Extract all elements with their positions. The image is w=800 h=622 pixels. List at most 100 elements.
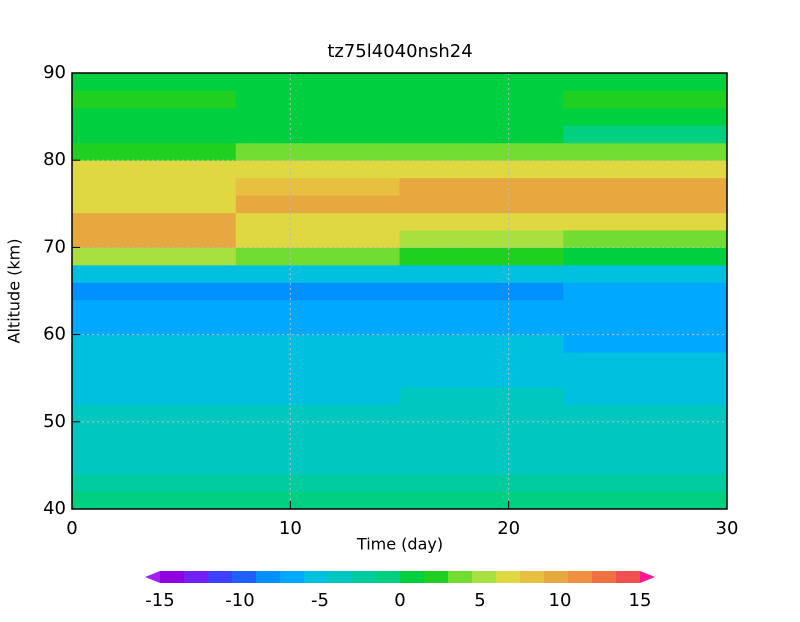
contour-cell (399, 352, 564, 370)
contour-cell (235, 421, 400, 440)
contour-cell (399, 107, 564, 126)
contour-cell (235, 439, 400, 458)
colorbar-box (544, 571, 569, 583)
contour-cell (399, 439, 564, 458)
contour-cell (72, 386, 237, 405)
colorbar-arrow-high (640, 571, 655, 583)
contour-cell (563, 404, 728, 423)
contour-cell (399, 334, 564, 353)
contour-cell (235, 282, 400, 301)
colorbar-box (184, 571, 209, 583)
colorbar-tick-label: 0 (394, 590, 405, 611)
colorbar-box (328, 571, 353, 583)
contour-cell (563, 317, 728, 336)
colorbar-tick-label: -10 (225, 590, 254, 611)
colorbar-box (208, 571, 233, 583)
plot-frame (71, 72, 728, 510)
contour-cell (563, 386, 728, 405)
contour-cell (72, 177, 237, 196)
contour-cell (399, 421, 564, 440)
contour-cell (563, 264, 728, 283)
contour-cell (399, 264, 564, 283)
contour-cell (72, 212, 237, 231)
contour-cell (235, 90, 400, 109)
x-tick-label: 20 (497, 518, 520, 539)
colorbar-box (592, 571, 617, 583)
contour-cell (399, 160, 564, 179)
colorbar-arrow-low (145, 571, 160, 583)
colorbar-box (400, 571, 425, 583)
contour-cell (235, 212, 400, 231)
colorbar-box (232, 571, 257, 583)
y-tick-label: 70 (43, 236, 66, 257)
contour-cell (72, 229, 237, 248)
colorbar-box (256, 571, 281, 583)
contour-cell (399, 177, 564, 196)
y-tick-label: 80 (43, 149, 66, 170)
colorbar-box (352, 571, 377, 583)
contour-cell (235, 317, 400, 336)
contour-cell (72, 474, 237, 493)
contour-cell (72, 334, 237, 353)
contour-cell (563, 439, 728, 458)
contour-cell (72, 299, 237, 318)
contour-cell (563, 369, 728, 388)
contour-cell (72, 439, 237, 458)
contour-cell (399, 247, 564, 266)
contour-cell (399, 125, 564, 144)
contour-cell (235, 125, 400, 144)
x-tick-label: 30 (716, 518, 739, 539)
colorbar-box (448, 571, 473, 583)
contour-cell (72, 160, 237, 179)
colorbar-tick-label: 5 (474, 590, 485, 611)
contour-cell (235, 474, 400, 493)
colorbar-box (496, 571, 521, 583)
contour-cell (399, 299, 564, 318)
contour-cell (399, 474, 564, 493)
contour-cell (563, 73, 728, 91)
x-axis-label: Time (day) (356, 535, 443, 554)
contour-cell (72, 456, 237, 475)
x-tick-label: 10 (279, 518, 302, 539)
contour-cell (399, 212, 564, 231)
colorbar-tick-label: 10 (549, 590, 572, 611)
contour-cell (563, 177, 728, 196)
contour-cell (235, 264, 400, 283)
contour-cell (399, 73, 564, 91)
y-tick-label: 90 (43, 62, 66, 83)
contour-cell (235, 177, 400, 196)
contour-cell (563, 212, 728, 231)
contour-cell (399, 142, 564, 161)
contour-cell (235, 299, 400, 318)
contour-cell (235, 369, 400, 388)
contour-cell (235, 334, 400, 353)
contour-cell (72, 142, 237, 161)
colorbar-box (616, 571, 641, 583)
contour-cell (235, 247, 400, 266)
contour-cell (235, 195, 400, 214)
contour-cell (235, 160, 400, 179)
contour-cell (235, 352, 400, 370)
contour-cell (72, 404, 237, 423)
chart-title: tz75l4040nsh24 (327, 41, 472, 62)
contour-cell (72, 107, 237, 126)
colorbar-box (424, 571, 449, 583)
contour-cell (563, 107, 728, 126)
contour-cell (563, 247, 728, 266)
colorbar-box (376, 571, 401, 583)
contour-cell (235, 142, 400, 161)
contour-cell (399, 90, 564, 109)
colorbar-tick-label: 15 (629, 590, 652, 611)
y-tick-label: 40 (43, 498, 66, 519)
y-axis-label: Altitude (km) (5, 239, 24, 344)
y-tick-label: 50 (43, 411, 66, 432)
contour-cell (235, 73, 400, 91)
contour-cell (399, 491, 564, 510)
contour-cell (72, 421, 237, 440)
contour-cell (72, 90, 237, 109)
contour-cell (235, 107, 400, 126)
contour-cell (235, 491, 400, 510)
contour-cell (563, 160, 728, 179)
contour-cell (563, 142, 728, 161)
